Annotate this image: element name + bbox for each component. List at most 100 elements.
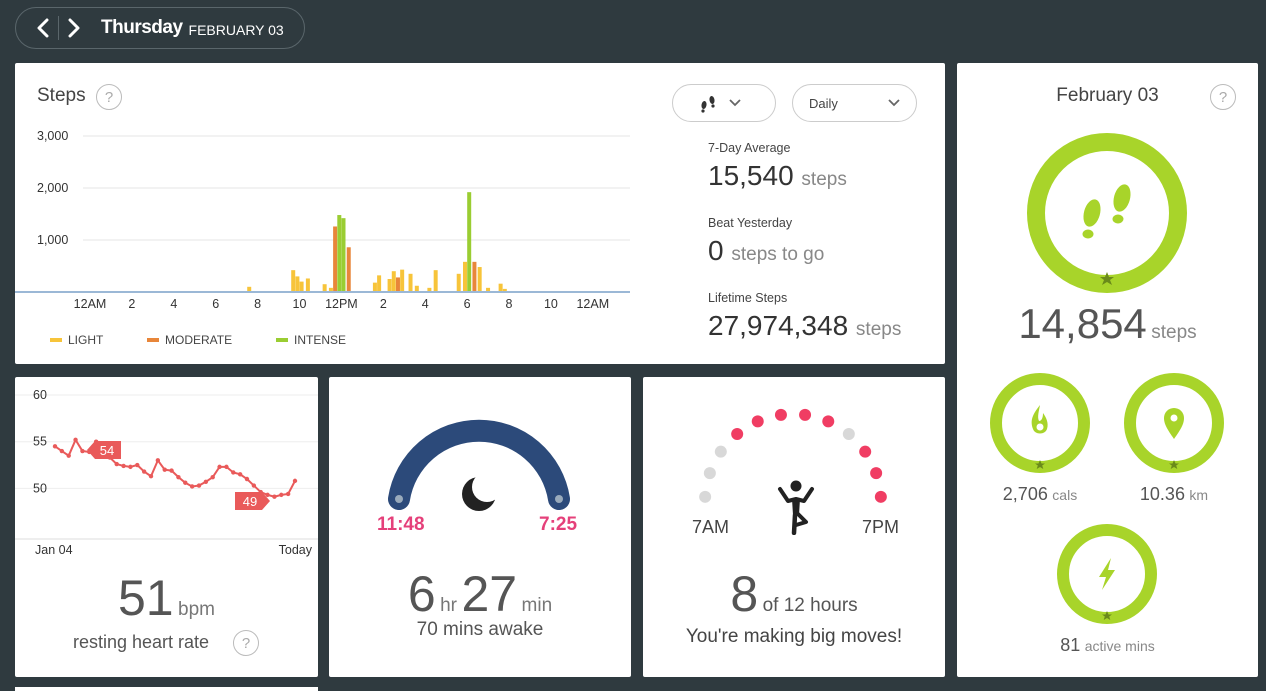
step-bar: [395, 277, 400, 292]
step-bar: [502, 288, 507, 292]
hourly-activity-card[interactable]: 7AM 7PM 8 of 12 hours You're making big …: [643, 377, 945, 677]
heart-rate-point: [135, 462, 140, 468]
beat-yesterday-value: 0 steps to go: [708, 235, 824, 267]
hour-dot: [774, 408, 787, 421]
heart-rate-point: [285, 491, 291, 497]
heart-rate-point: [237, 472, 243, 477]
distance-unit: km: [1189, 487, 1209, 503]
steps-total: 14,854 steps: [957, 300, 1258, 348]
flame-icon: [1031, 405, 1048, 434]
beat-yesterday-unit: steps to go: [731, 244, 825, 265]
heart-rate-point: [196, 483, 202, 488]
legend-light-swatch: [50, 338, 62, 342]
lightning-bolt-icon: [1099, 558, 1115, 590]
hour-dot: [874, 490, 887, 503]
step-bar: [408, 273, 413, 292]
sleep-duration: 6 hr 27 min: [329, 565, 631, 623]
period-dropdown[interactable]: Daily: [792, 84, 917, 122]
step-bar: [295, 276, 300, 292]
step-bar: [456, 273, 461, 292]
hourly-summary: 8 of 12 hours: [643, 565, 945, 623]
legend-intense: INTENSE: [276, 333, 346, 347]
nav-divider: [58, 16, 59, 40]
active-minutes-number: 81: [1060, 635, 1081, 655]
legend-intense-swatch: [276, 338, 288, 342]
x-tick-label: 6: [212, 297, 219, 308]
x-tick-label: 2: [380, 297, 387, 308]
heart-rate-point: [183, 480, 188, 485]
step-bar: [414, 285, 419, 292]
heart-rate-point: [73, 437, 78, 443]
step-bar: [346, 247, 351, 292]
steps-goal-ring[interactable]: [1022, 128, 1192, 298]
heart-rate-point: [169, 468, 174, 473]
steps-bar-chart: 3,000 2,000 1,000 12AM 2 4 6 8 10 12PM 2 4 6 8 10 12AM: [15, 129, 630, 308]
hour-dot: [699, 490, 712, 503]
goal-star-icon: [1100, 272, 1114, 285]
sleep-start-time: 11:48: [377, 514, 425, 535]
sleep-card[interactable]: 11:48 7:25 6 hr 27 min 70 mins awake: [329, 377, 631, 677]
heart-rate-label: resting heart rate: [73, 632, 210, 652]
heart-rate-point: [224, 464, 229, 470]
legend-light: LIGHT: [50, 333, 103, 347]
summary-help-button[interactable]: ?: [1210, 84, 1236, 110]
next-day-button[interactable]: [59, 8, 89, 48]
chevron-down-icon: [888, 99, 900, 107]
sleep-awake: 70 mins awake: [416, 619, 544, 640]
chevron-right-icon: [68, 18, 80, 38]
low-callout-label: 49: [243, 494, 257, 509]
resting-heart-rate-card[interactable]: 60 55 50 54 49 Jan 04 Today 51 bpm resting hea…: [15, 377, 318, 677]
legend-moderate-label: MODERATE: [165, 333, 233, 347]
heart-rate-point: [210, 474, 215, 480]
heart-rate-help-button[interactable]: ?: [233, 630, 259, 656]
lifetime-steps-number: 27,974,348: [708, 310, 849, 341]
date-navigator: Thursday FEBRUARY 03: [15, 7, 305, 49]
heart-rate-point: [203, 479, 209, 485]
steps-card-title: Steps: [37, 85, 86, 106]
step-bar: [305, 278, 310, 292]
step-bar: [333, 226, 338, 292]
heart-rate-point: [59, 448, 65, 454]
step-bar: [463, 261, 468, 292]
sleep-arc: [388, 419, 570, 510]
lifetime-steps-value: 27,974,348 steps: [708, 310, 901, 342]
lifetime-steps-unit: steps: [855, 319, 902, 340]
heart-rate-unit: bpm: [178, 599, 216, 620]
calories-ring[interactable]: [988, 371, 1092, 475]
heart-rate-point: [155, 458, 161, 463]
heart-rate-value: 51 bpm: [15, 569, 318, 627]
daily-summary-card: February 03 ? 14,854 steps 2,706 cals 10…: [957, 63, 1258, 677]
step-bar: [328, 287, 333, 292]
heart-rate-point: [231, 470, 236, 475]
legend-moderate: MODERATE: [147, 333, 232, 347]
seven-day-average-unit: steps: [801, 169, 847, 190]
step-bar: [337, 215, 342, 292]
x-tick-label: 12AM: [576, 297, 609, 308]
step-bar: [427, 287, 432, 292]
high-callout: [87, 441, 121, 459]
sleep-start-dot: [395, 495, 403, 503]
goal-star-icon: [1169, 460, 1179, 469]
heart-rate-point: [52, 444, 58, 449]
distance-ring[interactable]: [1122, 371, 1226, 475]
heart-rate-number: 51: [117, 570, 174, 626]
step-bar: [391, 271, 396, 292]
steps-help-button[interactable]: ?: [96, 84, 122, 110]
active-minutes-total: 81 active mins: [957, 635, 1258, 656]
hourly-start-label: 7AM: [692, 517, 730, 537]
step-bar: [291, 270, 296, 292]
sleep-minutes: 27: [461, 566, 518, 622]
seven-day-average-label: 7-Day Average: [708, 141, 791, 155]
sleep-end-dot: [555, 495, 563, 503]
heart-rate-point: [80, 448, 85, 454]
hour-dot: [731, 427, 744, 440]
active-minutes-ring[interactable]: [1055, 522, 1159, 626]
x-start-label: Jan 04: [35, 543, 73, 557]
hourly-activity-dots: [699, 408, 887, 503]
activity-type-dropdown[interactable]: [672, 84, 776, 122]
location-pin-icon: [1164, 408, 1184, 439]
hourly-count: 8: [730, 566, 759, 622]
heart-rate-point: [141, 469, 147, 474]
previous-day-button[interactable]: [28, 8, 58, 48]
distance-number: 10.36: [1139, 484, 1185, 504]
